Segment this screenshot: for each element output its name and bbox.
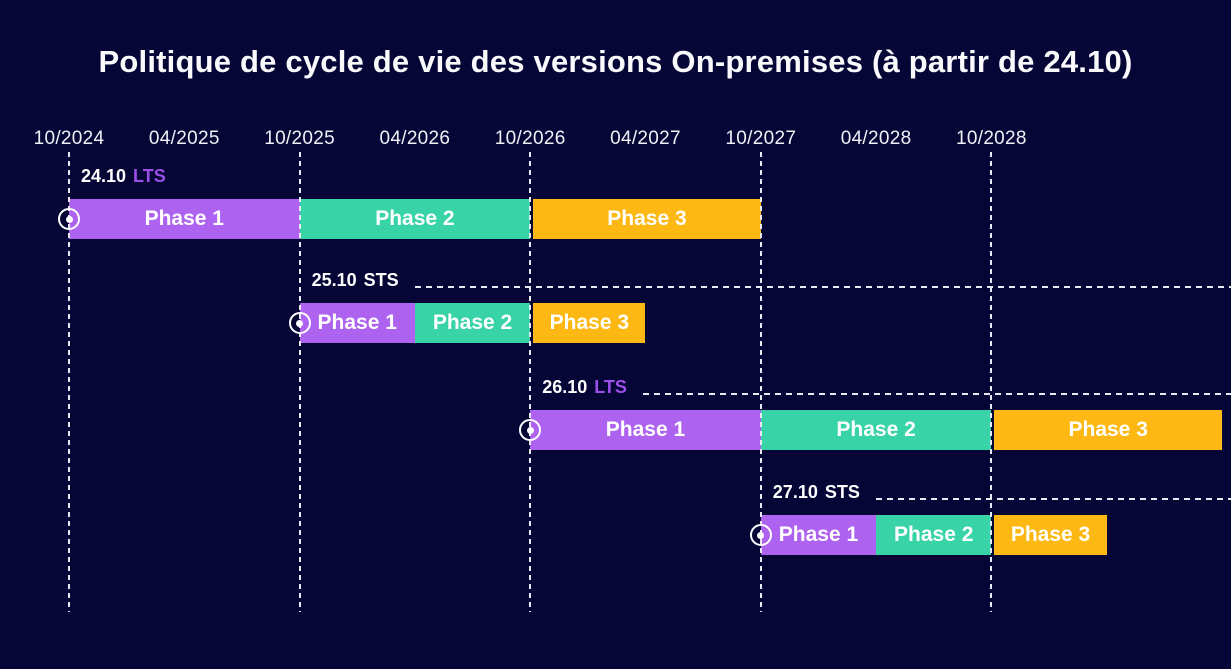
phase-bar: Phase 1 (530, 410, 761, 450)
axis-tick-label: 10/2028 (956, 128, 1027, 149)
version-number: 26.10 (542, 377, 588, 397)
phase-bar-label: Phase 2 (375, 207, 455, 230)
phase-bar-label: Phase 3 (1068, 418, 1148, 441)
release-version-label: 24.10 LTS (81, 166, 166, 187)
phase-bar-label: Phase 1 (778, 523, 859, 546)
channel-badge: LTS (133, 166, 166, 186)
phase-bar: Phase 3 (533, 199, 761, 239)
channel-badge: STS (824, 482, 860, 502)
release-start-marker-icon (288, 312, 311, 334)
phase-bar: Phase 2 (414, 303, 531, 343)
channel-badge: STS (363, 270, 399, 290)
phase-bar-label: Phase 3 (1010, 523, 1091, 546)
release-version-label: 25.10 STS (312, 270, 399, 291)
axis-tick-label: 10/2026 (494, 128, 566, 149)
release-start-marker-icon (58, 208, 80, 230)
phase-bar: Phase 3 (994, 410, 1222, 450)
october-gridline (529, 152, 532, 612)
version-number: 27.10 (772, 482, 818, 502)
release-start-marker-icon (749, 524, 772, 546)
channel-badge: LTS (594, 377, 627, 397)
phase-bar: Phase 1 (69, 199, 300, 239)
phase-bar-label: Phase 2 (894, 523, 974, 546)
phase-bar: Phase 3 (533, 303, 646, 343)
phase-bar-label: Phase 1 (605, 418, 686, 441)
chart-title: Politique de cycle de vie des versions O… (98, 44, 1133, 79)
phase-bar: Phase 2 (876, 515, 992, 555)
phase-bar-label: Phase 3 (607, 207, 687, 230)
release-version-label: 27.10 STS (773, 482, 860, 503)
axis-tick-label: 04/2025 (148, 128, 220, 149)
october-gridline (298, 152, 301, 612)
version-number: 25.10 (311, 270, 357, 290)
phase-bar-label: Phase 1 (317, 311, 397, 334)
axis-tick-label: 04/2026 (379, 128, 451, 149)
october-gridline (759, 152, 762, 612)
phase-bar: Phase 2 (299, 199, 531, 239)
phase-bar: Phase 1 (760, 515, 877, 555)
row-leader-dashed-line (643, 393, 1231, 395)
october-gridline (68, 152, 70, 612)
phase-bar-label: Phase 2 (836, 418, 916, 441)
version-number: 24.10 (81, 166, 127, 186)
row-leader-dashed-line (875, 498, 1231, 500)
axis-tick-label: 10/2024 (33, 128, 105, 149)
row-leader-dashed-line (414, 286, 1231, 288)
release-start-marker-icon (519, 419, 542, 441)
phase-bar-label: Phase 3 (549, 311, 630, 334)
axis-tick-label: 10/2025 (264, 128, 335, 149)
axis-tick-label: 04/2027 (610, 128, 681, 149)
phase-bar: Phase 1 (299, 303, 415, 343)
release-version-label: 26.10 LTS (542, 377, 627, 398)
phase-bar: Phase 3 (994, 515, 1107, 555)
axis-tick-label: 10/2027 (725, 128, 797, 149)
phase-bar-label: Phase 2 (432, 311, 513, 334)
october-gridline (990, 152, 993, 612)
phase-bar: Phase 2 (760, 410, 992, 450)
phase-bar-label: Phase 1 (144, 207, 224, 230)
axis-tick-label: 04/2028 (840, 128, 912, 149)
